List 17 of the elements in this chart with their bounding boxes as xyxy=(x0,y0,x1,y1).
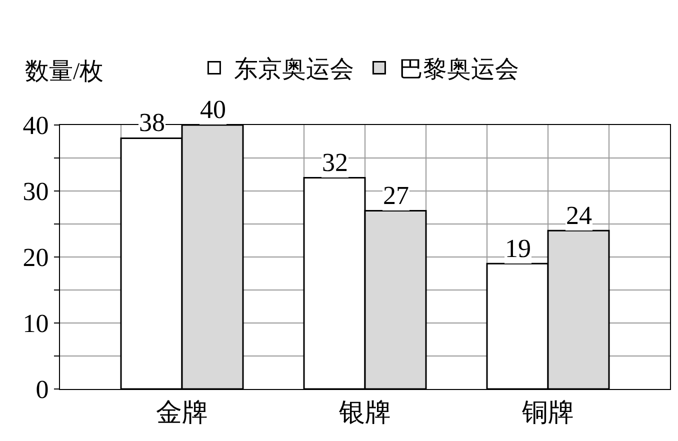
y-tick-label: 0 xyxy=(36,375,49,404)
y-tick-label: 10 xyxy=(22,309,49,338)
data-label: 24 xyxy=(566,201,592,230)
legend-label: 东京奥运会 xyxy=(234,56,354,84)
legend-label: 巴黎奥运会 xyxy=(399,57,520,84)
x-tick-label: 金牌 xyxy=(156,398,208,428)
data-label: 38 xyxy=(139,108,165,137)
data-label: 19 xyxy=(505,234,531,263)
y-tick-label: 20 xyxy=(22,243,49,272)
x-tick-label: 铜牌 xyxy=(521,398,574,428)
y-axis-title: 数量/枚 xyxy=(25,59,104,85)
data-label: 27 xyxy=(383,181,409,210)
data-label: 40 xyxy=(200,95,226,124)
y-tick-label: 40 xyxy=(22,111,49,140)
data-label: 32 xyxy=(322,148,348,177)
x-tick-label: 银牌 xyxy=(338,398,391,428)
y-tick-label: 30 xyxy=(22,177,49,206)
